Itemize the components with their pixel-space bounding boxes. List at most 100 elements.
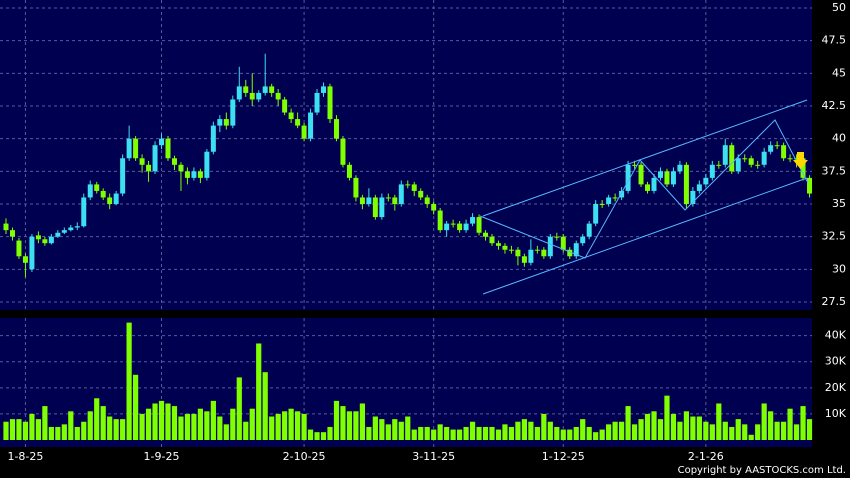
volume-bar bbox=[793, 424, 800, 440]
x-tick-label: 3-11-25 bbox=[412, 450, 455, 463]
volume-bar bbox=[495, 429, 502, 440]
candle-body bbox=[314, 92, 320, 113]
zigzag bbox=[479, 119, 809, 259]
candle-body bbox=[651, 177, 657, 191]
volume-bar bbox=[100, 406, 106, 440]
volume-bar bbox=[534, 426, 540, 440]
y-tick-label: 40 bbox=[832, 132, 846, 145]
x-tick-label: 2-10-25 bbox=[283, 450, 326, 463]
volume-bar bbox=[171, 406, 178, 440]
candle-body bbox=[703, 177, 709, 185]
volume-bar bbox=[761, 403, 767, 440]
candle-body bbox=[48, 236, 54, 244]
volume-bar bbox=[398, 421, 404, 440]
y-tick-label: 32.5 bbox=[822, 230, 847, 243]
candle-body bbox=[696, 184, 702, 191]
arrow-icon bbox=[793, 152, 808, 169]
candle-body bbox=[282, 99, 288, 113]
candle-body bbox=[321, 86, 327, 93]
volume-bar bbox=[651, 411, 657, 440]
candle-body bbox=[450, 223, 456, 225]
volume-bar bbox=[262, 372, 268, 440]
candle-body bbox=[74, 226, 80, 228]
candle-body bbox=[249, 92, 255, 100]
candle-body bbox=[586, 223, 592, 237]
volume-bar bbox=[301, 413, 307, 440]
candle-body bbox=[35, 235, 41, 240]
volume-bar bbox=[282, 411, 288, 440]
candle-body bbox=[340, 138, 346, 165]
candle-body bbox=[353, 177, 359, 198]
volume-bar bbox=[288, 408, 294, 440]
volume-bar bbox=[444, 426, 450, 440]
volume-bar bbox=[94, 398, 100, 440]
candle-body bbox=[379, 197, 385, 218]
x-tick-label: 1-12-25 bbox=[542, 450, 585, 463]
volume-bar bbox=[573, 426, 579, 440]
volume-bar bbox=[340, 406, 346, 440]
volume-bar bbox=[152, 403, 158, 440]
candle-body bbox=[431, 204, 437, 211]
candle-body bbox=[217, 119, 223, 126]
candle-body bbox=[632, 164, 638, 166]
candle-body bbox=[152, 145, 158, 172]
volume-bar bbox=[567, 429, 573, 440]
volume-bar bbox=[774, 421, 780, 440]
candle-body bbox=[3, 223, 9, 231]
volume-bar bbox=[320, 432, 327, 440]
candle-body bbox=[709, 164, 715, 178]
candle-body bbox=[243, 86, 249, 93]
volume-bar bbox=[748, 434, 754, 440]
volume-bar bbox=[586, 426, 592, 440]
candle-body bbox=[470, 217, 476, 224]
volume-bar bbox=[457, 429, 463, 440]
y-tick-label: 47.5 bbox=[822, 34, 847, 47]
volume-bar bbox=[385, 424, 391, 440]
candle-body bbox=[139, 158, 145, 165]
y-tick-label: 42.5 bbox=[822, 99, 847, 112]
volume-bar bbox=[606, 424, 612, 440]
candle-body bbox=[664, 171, 670, 185]
volume-bar bbox=[560, 429, 566, 440]
volume-bar bbox=[16, 419, 22, 440]
volume-bar bbox=[275, 413, 281, 440]
volume-bar bbox=[508, 426, 515, 440]
volume-bar bbox=[379, 419, 385, 440]
candle-body bbox=[308, 112, 314, 139]
candle-body bbox=[794, 158, 800, 160]
volume-bar bbox=[184, 413, 191, 440]
candle-body bbox=[638, 164, 644, 185]
candle-body bbox=[55, 232, 61, 237]
candle-body bbox=[515, 249, 521, 257]
candle-body bbox=[288, 112, 294, 120]
channel-upper bbox=[482, 99, 808, 217]
volume-bar bbox=[3, 421, 9, 440]
candle-body bbox=[204, 151, 210, 178]
candle-body bbox=[495, 243, 501, 246]
y-tick-label: 45 bbox=[832, 66, 846, 79]
candle-body bbox=[126, 138, 132, 159]
volume-bar bbox=[243, 421, 249, 440]
candle-body bbox=[359, 197, 365, 204]
volume-bar bbox=[424, 426, 430, 440]
x-tick-label: 1-8-25 bbox=[7, 450, 43, 463]
volume-bar bbox=[191, 413, 197, 440]
candle-body bbox=[411, 184, 417, 191]
candle-body bbox=[735, 158, 741, 172]
candle-body bbox=[742, 158, 748, 160]
volume-bar bbox=[366, 426, 372, 440]
candle-body bbox=[392, 197, 398, 204]
x-tick-label: 1-9-25 bbox=[144, 450, 180, 463]
volume-bar bbox=[35, 419, 41, 440]
volume-bar bbox=[236, 377, 242, 440]
candle-body bbox=[120, 158, 126, 194]
volume-bar bbox=[327, 426, 333, 440]
y-tick-label: 30K bbox=[825, 355, 847, 368]
volume-bar bbox=[489, 426, 495, 440]
candle-body bbox=[508, 249, 514, 251]
volume-bar bbox=[158, 400, 165, 440]
volume-bar bbox=[113, 419, 119, 440]
volume-bar bbox=[197, 408, 203, 440]
